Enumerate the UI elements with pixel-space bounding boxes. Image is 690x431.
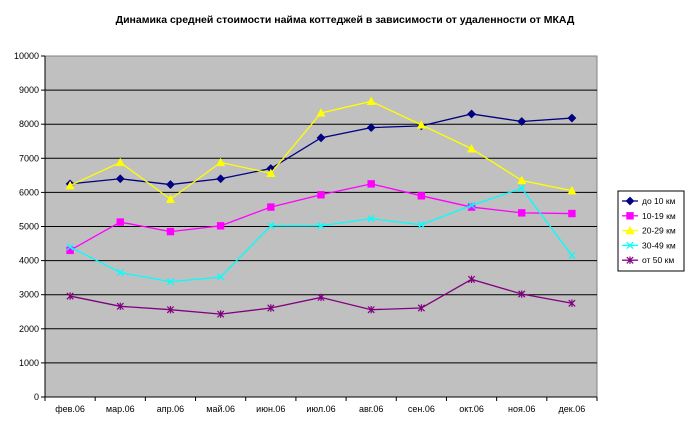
data-point — [568, 209, 576, 218]
data-point — [366, 123, 376, 133]
legend-label: 10-19 км — [642, 211, 676, 221]
x-tick-label: окт.06 — [459, 404, 484, 414]
y-tick-label: 1000 — [19, 358, 39, 368]
chart-title: Динамика средней стоимости найма коттедж… — [115, 14, 575, 26]
legend-swatch-marker — [626, 212, 634, 220]
data-point — [467, 143, 477, 153]
data-point — [567, 113, 577, 123]
y-tick-label: 8000 — [19, 119, 39, 129]
data-point — [116, 218, 124, 226]
data-point — [367, 180, 375, 188]
data-point — [165, 194, 175, 203]
legend-label: 20-29 км — [642, 226, 676, 236]
data-point — [116, 268, 124, 277]
x-tick-label: апр.06 — [157, 404, 184, 414]
x-tick-label: авг.06 — [359, 404, 383, 414]
data-point — [267, 304, 275, 312]
legend-label: 30-49 км — [642, 240, 676, 250]
data-point — [518, 184, 526, 192]
data-point — [317, 222, 325, 230]
data-point — [116, 302, 124, 310]
y-tick-label: 9000 — [19, 85, 39, 95]
data-point — [416, 120, 426, 129]
legend-label: от 50 км — [642, 255, 674, 265]
data-point — [467, 109, 476, 119]
x-tick-label: ноя.06 — [508, 404, 535, 414]
y-tick-label: 7000 — [19, 153, 39, 163]
data-point — [317, 293, 325, 302]
y-tick-label: 0 — [34, 392, 39, 402]
data-point — [367, 214, 375, 223]
data-point — [317, 191, 325, 199]
data-point — [518, 209, 526, 217]
legend-swatch-marker — [626, 256, 634, 264]
x-tick-label: май.06 — [206, 404, 235, 414]
data-point — [567, 185, 577, 195]
legend-swatch-marker — [625, 225, 635, 235]
data-point — [66, 292, 74, 300]
data-point — [166, 180, 175, 189]
y-tick-label: 3000 — [19, 290, 39, 300]
data-point — [216, 273, 225, 281]
data-point — [517, 175, 527, 185]
data-point — [66, 243, 74, 251]
y-tick-label: 5000 — [19, 222, 39, 232]
data-point — [65, 180, 75, 190]
data-point — [166, 278, 175, 286]
data-point — [417, 304, 425, 312]
data-point — [417, 192, 426, 200]
data-point — [266, 168, 276, 178]
y-tick-label: 6000 — [19, 187, 39, 197]
x-tick-label: июл.06 — [306, 404, 335, 414]
y-tick-label: 10000 — [14, 51, 39, 61]
data-point — [568, 299, 576, 307]
legend-swatch-marker — [625, 196, 635, 206]
data-point — [366, 96, 376, 106]
legend-label: до 10 км — [642, 196, 676, 206]
data-point — [216, 157, 226, 167]
x-tick-label: сен.06 — [408, 404, 435, 414]
data-point — [417, 221, 426, 229]
data-point — [217, 310, 225, 318]
y-tick-label: 2000 — [19, 324, 39, 334]
data-point — [467, 275, 476, 284]
data-point — [316, 133, 326, 143]
data-point — [367, 306, 375, 314]
data-point — [115, 174, 125, 184]
y-tick-label: 4000 — [19, 256, 39, 266]
legend-swatch-marker — [626, 241, 634, 250]
data-point — [568, 251, 576, 260]
data-point — [316, 108, 326, 117]
data-point — [216, 222, 225, 230]
data-point — [267, 203, 275, 211]
data-point — [517, 117, 527, 126]
data-point — [166, 306, 175, 314]
data-point — [166, 227, 175, 236]
data-point — [518, 290, 526, 298]
x-tick-label: июн.06 — [256, 404, 285, 414]
data-point — [467, 201, 476, 210]
data-point — [267, 222, 275, 230]
x-tick-label: фев.06 — [55, 404, 85, 414]
x-tick-label: мар.06 — [106, 404, 135, 414]
x-tick-label: дек.06 — [559, 404, 586, 414]
data-point — [115, 157, 125, 167]
data-point — [216, 174, 226, 184]
